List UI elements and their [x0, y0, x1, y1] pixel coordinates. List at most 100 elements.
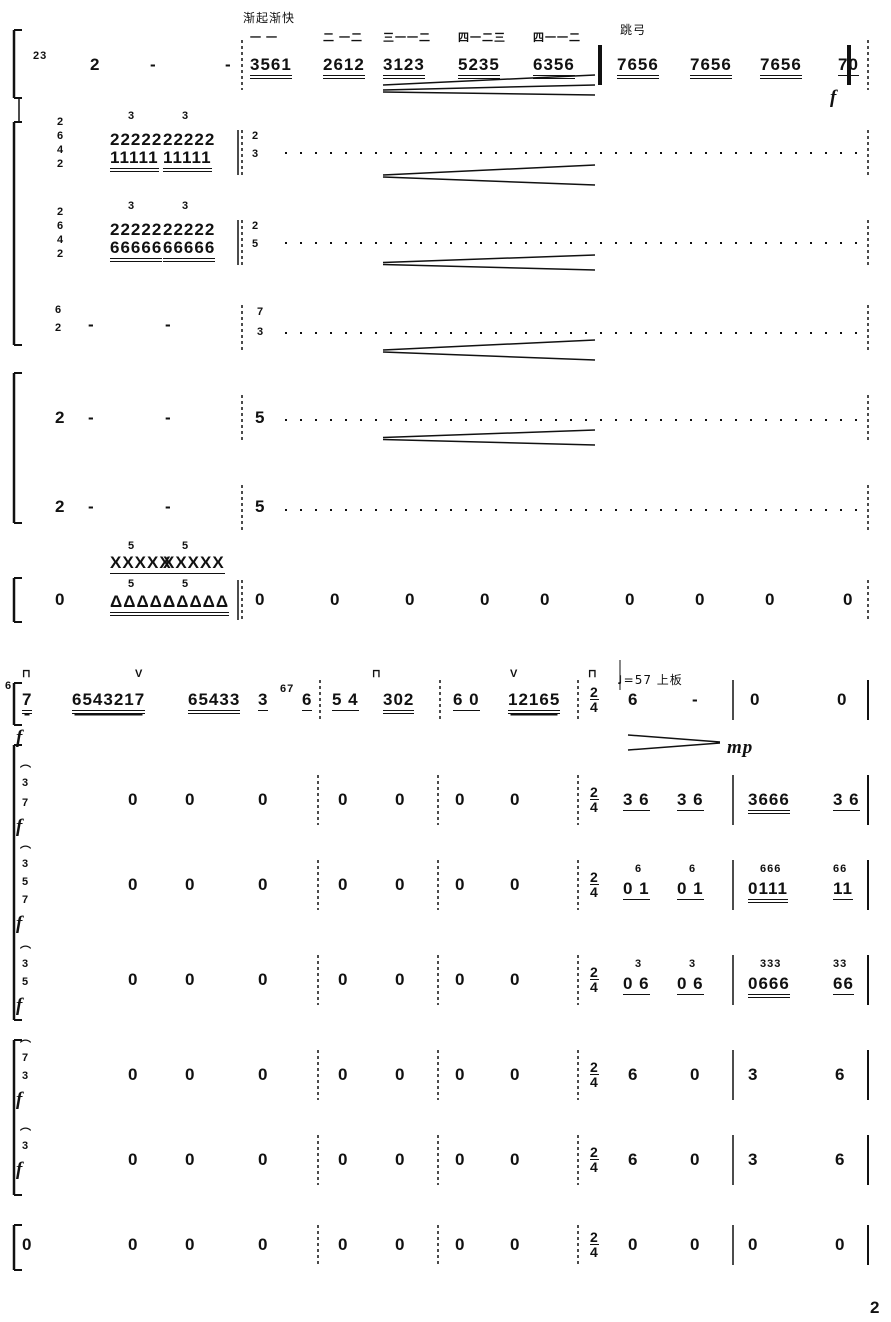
rest: 0	[330, 590, 341, 609]
time-sig-top: 2	[590, 1229, 599, 1245]
note-group: 65433	[188, 690, 241, 714]
note-group: 66	[833, 974, 854, 995]
rest: 0	[510, 790, 521, 809]
bowing-mark: ⊓	[588, 668, 598, 680]
rest: 0	[185, 970, 196, 989]
note-group: 7656	[760, 55, 802, 79]
rest: 0	[338, 1150, 349, 1169]
fermata-icon: ⌒	[20, 765, 32, 777]
rest: 0	[690, 1235, 701, 1254]
note: 6	[835, 1065, 846, 1084]
note-group: 6543217	[72, 690, 146, 714]
rest: 0	[128, 875, 139, 894]
time-sig-bottom: 4	[590, 1159, 599, 1175]
bowing-mark: ⊓	[22, 668, 32, 680]
fingering-mark: 三一一二	[383, 32, 431, 44]
hairpin	[627, 742, 721, 751]
chord-note: 2	[57, 206, 65, 218]
note-group: 0 1	[677, 879, 704, 900]
rest: 0	[835, 1235, 846, 1254]
rest: 0	[395, 1150, 406, 1169]
rest: 0	[395, 1235, 406, 1254]
note-group: 0 6	[623, 974, 650, 995]
note-group: 2	[90, 55, 101, 74]
note-group: 0 6	[677, 974, 704, 995]
rest: 0	[395, 790, 406, 809]
rest: 0	[395, 1065, 406, 1084]
chord-note: 6	[55, 304, 63, 316]
rest: 0	[185, 790, 196, 809]
rest: 0	[510, 1150, 521, 1169]
note-group: 66666	[163, 238, 216, 262]
rest-dash: -	[88, 315, 95, 334]
note: 3	[748, 1065, 759, 1084]
note: 6	[835, 1150, 846, 1169]
note: 6	[628, 1150, 639, 1169]
note-group: 66666	[110, 238, 163, 262]
rest: 0	[258, 790, 269, 809]
note-group: 0666	[748, 974, 790, 998]
time-sig-bottom: 4	[590, 799, 599, 815]
rest: 0	[338, 875, 349, 894]
note-group: -	[225, 55, 232, 74]
note-upper: 6	[635, 863, 643, 875]
rest: 0	[455, 790, 466, 809]
dynamic-marking: mp	[727, 737, 754, 758]
hairpin	[382, 263, 596, 271]
note-group: 22222	[110, 130, 163, 149]
note-upper: 333	[760, 958, 782, 970]
percussion-notes: XXXXX	[110, 553, 172, 574]
rest: 0	[455, 1150, 466, 1169]
note-group: 22222	[110, 220, 163, 239]
chord-note: 7	[22, 797, 30, 809]
note-group: 7656	[690, 55, 732, 79]
tuplet-number: 5	[182, 540, 190, 552]
hairpin	[382, 339, 596, 351]
note-group: 6 0	[453, 690, 480, 711]
chord-note: 3	[22, 777, 30, 789]
tempo-annotation: 渐起渐快	[243, 11, 296, 25]
rest: 0	[22, 1235, 33, 1254]
fermata-icon: ⌒	[20, 1040, 32, 1052]
note-upper: 33	[833, 958, 848, 970]
rest: 0	[625, 590, 636, 609]
time-sig-top: 2	[590, 784, 599, 800]
bowing-mark: V	[135, 668, 144, 680]
note-group: 11111	[163, 148, 212, 172]
rest: 0	[455, 875, 466, 894]
rest: 0	[395, 875, 406, 894]
note-upper: 3	[689, 958, 697, 970]
fermata-icon: ⌒	[20, 1128, 32, 1140]
grace-note: 67	[280, 683, 295, 695]
chord-note: 7	[22, 894, 30, 906]
rest: 0	[185, 1150, 196, 1169]
note-group: 12165	[508, 690, 561, 714]
hairpin	[382, 429, 596, 439]
percussion-notes: XXXXX	[163, 553, 225, 574]
note-group: 6	[302, 690, 313, 711]
chord-note: 2	[57, 158, 65, 170]
note-upper: 66	[833, 863, 848, 875]
rest: 0	[258, 875, 269, 894]
note: -	[88, 408, 95, 427]
note-group: 22222	[163, 130, 216, 149]
time-sig-bottom: 4	[590, 979, 599, 995]
dynamic-marking: f	[16, 1159, 24, 1180]
rest: 0	[128, 970, 139, 989]
rest: 0	[455, 1235, 466, 1254]
note-group: 5	[252, 238, 260, 250]
fingering-mark: 四一二三	[458, 32, 506, 44]
tuplet-number: 3	[128, 110, 136, 122]
note-group: 11	[833, 879, 853, 900]
rest: 0	[258, 1150, 269, 1169]
note: -	[165, 408, 172, 427]
note: 6	[628, 1065, 639, 1084]
rest: 0	[748, 1235, 759, 1254]
dynamic-marking: f	[16, 727, 24, 748]
rest: 0	[185, 1235, 196, 1254]
note: 2	[55, 497, 66, 516]
note-group: 3123	[383, 55, 425, 79]
